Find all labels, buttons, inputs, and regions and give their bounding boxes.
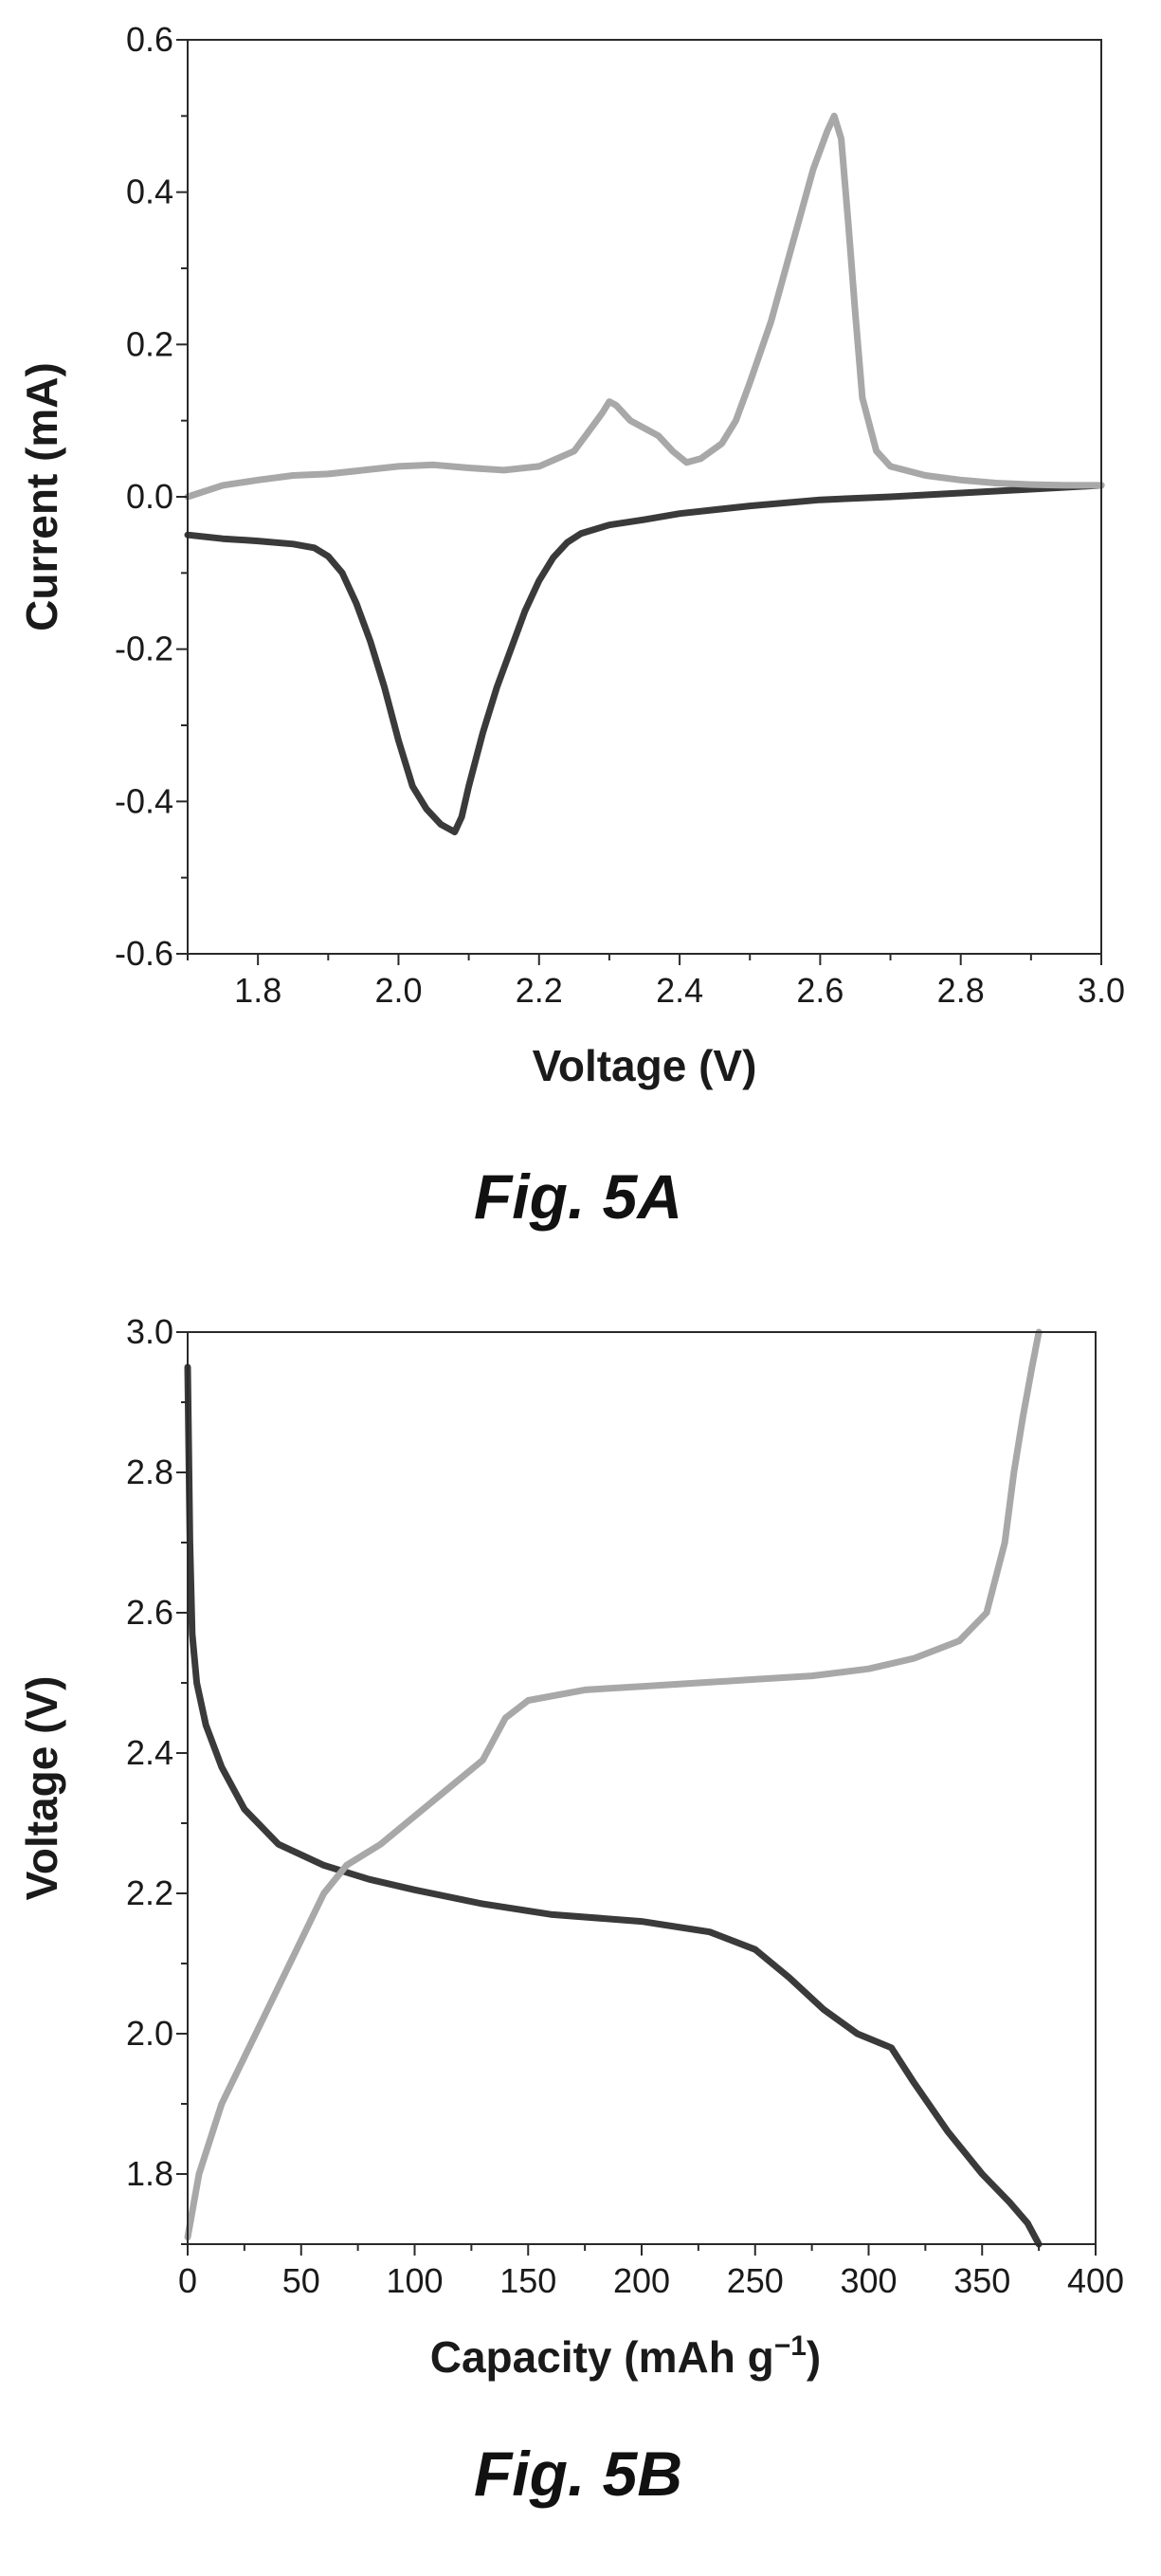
chart-b-ytick-label: 2.0: [126, 2014, 173, 2053]
chart-b-ytick-label: 2.4: [126, 1733, 173, 1772]
chart-b-series-line-1: [184, 1363, 1043, 2248]
chart-a-xtick-label: 2.8: [937, 971, 985, 1010]
chart-b-ytick-label: 2.6: [126, 1593, 173, 1632]
chart-b-ytick-label: 1.8: [126, 2154, 173, 2193]
chart-b-figure-caption: Fig. 5B: [474, 2439, 682, 2509]
chart-a-y-axis-title: Current (mA): [17, 362, 66, 631]
chart-a-xtick-label: 2.2: [516, 971, 563, 1010]
chart-a-ytick-label: 0.6: [126, 20, 173, 59]
chart-b-xtick-label: 50: [282, 2261, 320, 2300]
chart-a-ytick-label: -0.6: [115, 934, 173, 973]
chart-b-tick-marks: [176, 1331, 1097, 2256]
chart-a-ytick-label: -0.4: [115, 781, 173, 820]
chart-b-xtick-label: 250: [727, 2261, 784, 2300]
chart-b-ytick-label: 3.0: [126, 1312, 173, 1351]
chart-b-xtick-label: 100: [386, 2261, 443, 2300]
chart-a-ytick-label: 0.2: [126, 324, 173, 363]
chart-b-series-line-2: [184, 1328, 1043, 2241]
chart-b-x-axis-title-superscript: −1: [774, 2330, 807, 2362]
chart-a-figure-caption: Fig. 5A: [474, 1161, 682, 1232]
chart-a-xtick-label: 2.0: [374, 971, 422, 1010]
chart-a-ytick-label: 0.4: [126, 173, 173, 211]
chart-a-x-axis-title: Voltage (V): [533, 1041, 757, 1090]
chart-a-ytick-label: -0.2: [115, 630, 173, 668]
chart-a-xtick-label: 2.6: [796, 971, 844, 1010]
chart-b-x-axis-title-close: ): [807, 2332, 821, 2382]
chart-charge-discharge: 1.8 2.0 2.2 2.4 2.6 2.8 3.0 0 50 100 150…: [17, 1312, 1124, 2509]
chart-a-xtick-label: 1.8: [234, 971, 281, 1010]
chart-b-ytick-label: 2.2: [126, 1873, 173, 1912]
chart-b-y-axis-title: Voltage (V): [17, 1676, 66, 1901]
chart-b-ytick-label: 2.8: [126, 1452, 173, 1491]
chart-a-xtick-label: 3.0: [1078, 971, 1125, 1010]
chart-b-xtick-label: 400: [1067, 2261, 1124, 2300]
chart-a-xtick-label: 2.4: [656, 971, 703, 1010]
chart-b-xtick-label: 150: [499, 2261, 556, 2300]
chart-a-series-line-2: [184, 112, 1105, 501]
chart-b-xtick-label: 0: [178, 2261, 197, 2300]
chart-b-x-axis-title: Capacity (mAh g−1): [430, 2330, 822, 2382]
chart-b-xtick-label: 200: [613, 2261, 670, 2300]
chart-b-x-axis-title-main: Capacity (mAh g: [430, 2332, 774, 2382]
chart-a-tick-marks: [176, 39, 1102, 965]
chart-a-series-group: [184, 112, 1105, 835]
chart-a-series-line-1: [184, 482, 1105, 835]
chart-b-series-group: [184, 1328, 1043, 2248]
chart-a-ytick-label: 0.0: [126, 477, 173, 516]
chart-b-xtick-label: 300: [840, 2261, 897, 2300]
chart-b-xtick-label: 350: [953, 2261, 1010, 2300]
chart-cyclic-voltammetry: -0.6 -0.4 -0.2 0.0 0.2 0.4 0.6 1.8 2.0 2…: [17, 20, 1125, 1232]
